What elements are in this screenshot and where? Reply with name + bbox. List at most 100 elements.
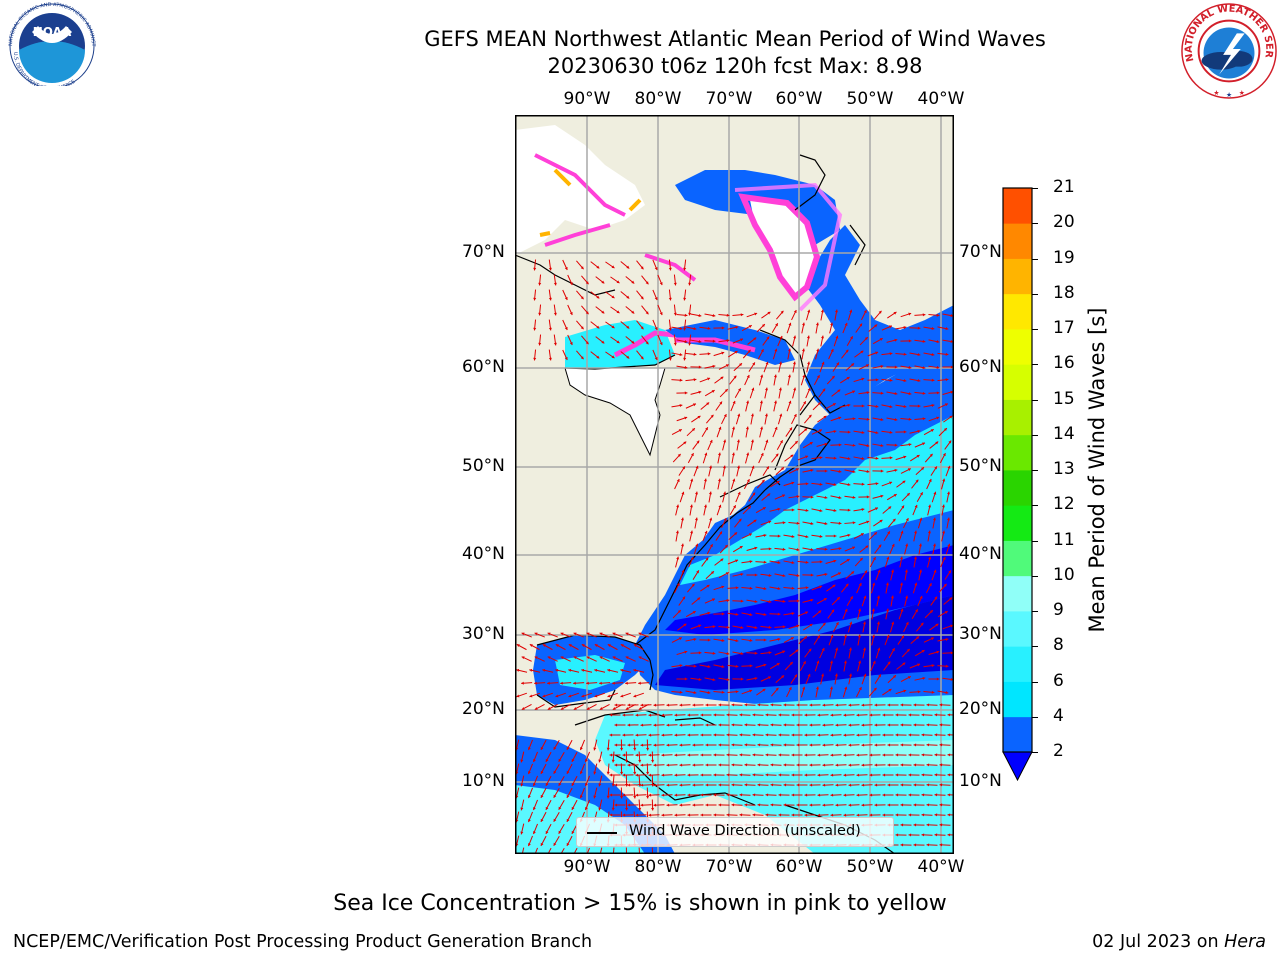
wave-direction-arrowhead	[768, 625, 772, 629]
wave-direction-arrowhead	[726, 753, 730, 757]
wave-direction-arrowhead	[653, 803, 657, 807]
wave-direction-arrowhead	[700, 733, 704, 737]
wave-direction-arrowhead	[698, 314, 702, 318]
wave-direction-arrowhead	[931, 690, 935, 694]
wave-direction-arrowhead	[609, 813, 613, 817]
wave-direction-arrowhead	[777, 560, 781, 565]
wave-direction-arrowhead	[873, 532, 877, 536]
wave-direction-arrowhead	[547, 681, 550, 685]
wave-direction-arrowhead	[682, 596, 686, 600]
wave-direction-arrowhead	[532, 759, 536, 763]
lat-tick-right-60n: 60°N	[959, 357, 1002, 377]
wave-direction-arrowhead	[874, 703, 878, 707]
wave-direction-arrowhead	[819, 509, 823, 513]
wave-direction-arrowhead	[846, 377, 850, 380]
wave-direction-arrowhead	[789, 427, 793, 431]
wave-direction-arrowhead	[892, 518, 896, 522]
wave-direction-arrowhead	[540, 842, 544, 846]
wave-direction-arrowhead	[809, 763, 813, 767]
wave-direction-arrowhead	[540, 770, 544, 774]
wave-direction-arrowhead	[783, 703, 787, 707]
wave-direction-arrowhead	[902, 480, 906, 484]
wave-direction-arrowhead	[863, 673, 867, 677]
wave-direction-arrowhead	[540, 794, 544, 798]
wave-direction-arrowhead	[768, 547, 772, 551]
wave-direction-arrowhead	[844, 322, 848, 326]
wave-direction-arrowhead	[847, 457, 851, 461]
wave-direction-arrowhead	[861, 507, 865, 512]
wave-direction-arrowhead	[683, 623, 687, 627]
wave-direction-arrowhead	[889, 405, 893, 409]
wave-direction-arrowhead	[692, 803, 696, 807]
wave-direction-arrowhead	[816, 375, 820, 379]
wave-direction-arrowhead	[622, 753, 626, 757]
colorbar-tick-label: 14	[1053, 423, 1075, 444]
wave-direction-arrowhead	[933, 569, 937, 573]
wave-direction-arrowhead	[564, 327, 568, 331]
wave-direction-arrowhead	[889, 456, 893, 460]
wave-direction-arrowhead	[792, 361, 796, 365]
colorbar-segment	[1003, 540, 1032, 577]
wave-direction-arrowhead	[538, 312, 542, 316]
wave-direction-arrowhead	[609, 733, 613, 737]
wave-direction-arrowhead	[718, 703, 722, 707]
wave-direction-arrowhead	[532, 807, 536, 811]
ice-arctic-yellow	[539, 168, 642, 237]
wave-direction-arrowhead	[843, 813, 847, 817]
legend-line-sample	[587, 832, 617, 834]
wave-direction-arrowhead	[908, 733, 912, 737]
wave-direction-arrowhead	[783, 763, 787, 767]
wave-direction-arrowhead	[759, 400, 763, 404]
wave-direction-arrowhead	[540, 818, 544, 822]
wave-direction-arrowhead	[932, 543, 937, 547]
colorbar-tick-label: 16	[1053, 353, 1075, 374]
wave-direction-arrowhead	[858, 608, 862, 612]
wave-direction-arrowhead	[861, 723, 865, 727]
wave-direction-arrowhead	[950, 651, 954, 655]
wave-direction-arrowhead	[913, 803, 917, 807]
wave-direction-arrowhead	[635, 753, 639, 757]
wave-direction-arrowhead	[908, 813, 912, 817]
wave-direction-arrowhead	[928, 479, 932, 482]
wave-direction-arrowhead	[830, 634, 834, 638]
wave-direction-arrowhead	[638, 759, 642, 763]
wave-direction-arrowhead	[584, 759, 588, 763]
wave-direction-arrowhead	[626, 295, 630, 299]
wave-direction-arrowhead	[653, 763, 657, 767]
wave-direction-arrowhead	[679, 378, 683, 382]
wave-direction-arrowhead	[848, 783, 852, 787]
wave-direction-arrowhead	[921, 813, 925, 817]
wave-direction-arrowhead	[757, 703, 761, 707]
wave-direction-arrowhead	[903, 689, 907, 693]
wave-direction-arrowhead	[698, 339, 702, 344]
wave-direction-arrowhead	[796, 703, 800, 707]
wave-direction-arrowhead	[875, 378, 879, 382]
wave-direction-arrowhead	[687, 713, 691, 717]
wave-direction-arrowhead	[936, 677, 940, 681]
wave-direction-arrowhead	[611, 355, 615, 359]
wave-direction-arrowhead	[809, 743, 813, 747]
wave-direction-arrowhead	[753, 519, 757, 523]
wave-direction-arrowhead	[705, 743, 709, 747]
wave-direction-arrowhead	[783, 743, 787, 747]
wave-direction-arrowhead	[586, 656, 590, 660]
wave-direction-arrowhead	[586, 681, 589, 685]
wave-direction-arrowhead	[845, 349, 849, 353]
wave-direction-arrowhead	[752, 753, 756, 757]
wave-direction-arrowhead	[547, 706, 551, 710]
wave-direction-arrowhead	[635, 773, 639, 777]
wave-direction-arrowhead	[790, 454, 794, 458]
wave-direction-arrowhead	[947, 793, 951, 797]
wave-direction-arrowhead	[713, 713, 717, 717]
wave-direction-arrowhead	[516, 694, 520, 698]
wave-direction-arrowhead	[945, 691, 949, 695]
wave-direction-arrowhead	[774, 348, 778, 352]
wave-direction-arrowhead	[712, 339, 716, 343]
wave-direction-arrowhead	[731, 723, 735, 727]
wave-direction-arrowhead	[646, 747, 650, 751]
wave-direction-arrowhead	[720, 558, 724, 562]
colorbar-tick-mark	[1032, 681, 1038, 683]
wave-direction-arrowhead	[620, 668, 624, 672]
wave-direction-arrowhead	[705, 703, 709, 707]
wave-direction-arrowhead	[947, 543, 951, 547]
